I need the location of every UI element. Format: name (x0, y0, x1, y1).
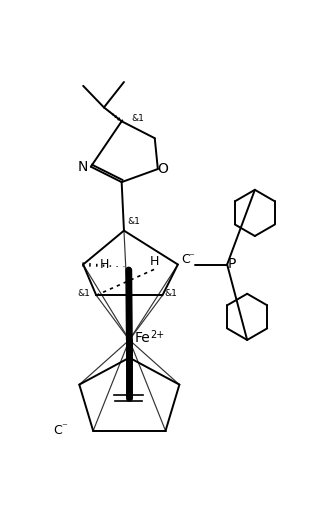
Text: ⁻: ⁻ (61, 423, 67, 433)
Text: &1: &1 (127, 217, 140, 226)
Text: O: O (157, 162, 168, 176)
Text: &1: &1 (132, 113, 145, 123)
Text: 2+: 2+ (150, 329, 164, 339)
Text: N: N (78, 160, 88, 174)
Text: H: H (100, 258, 109, 271)
Text: &1: &1 (78, 289, 91, 298)
Text: P: P (228, 257, 236, 271)
Text: &1: &1 (164, 289, 177, 298)
Text: ⁻: ⁻ (188, 252, 194, 262)
Text: Fe: Fe (135, 332, 150, 345)
Text: C: C (53, 424, 62, 437)
Text: H: H (150, 255, 159, 268)
Text: C: C (181, 253, 190, 266)
